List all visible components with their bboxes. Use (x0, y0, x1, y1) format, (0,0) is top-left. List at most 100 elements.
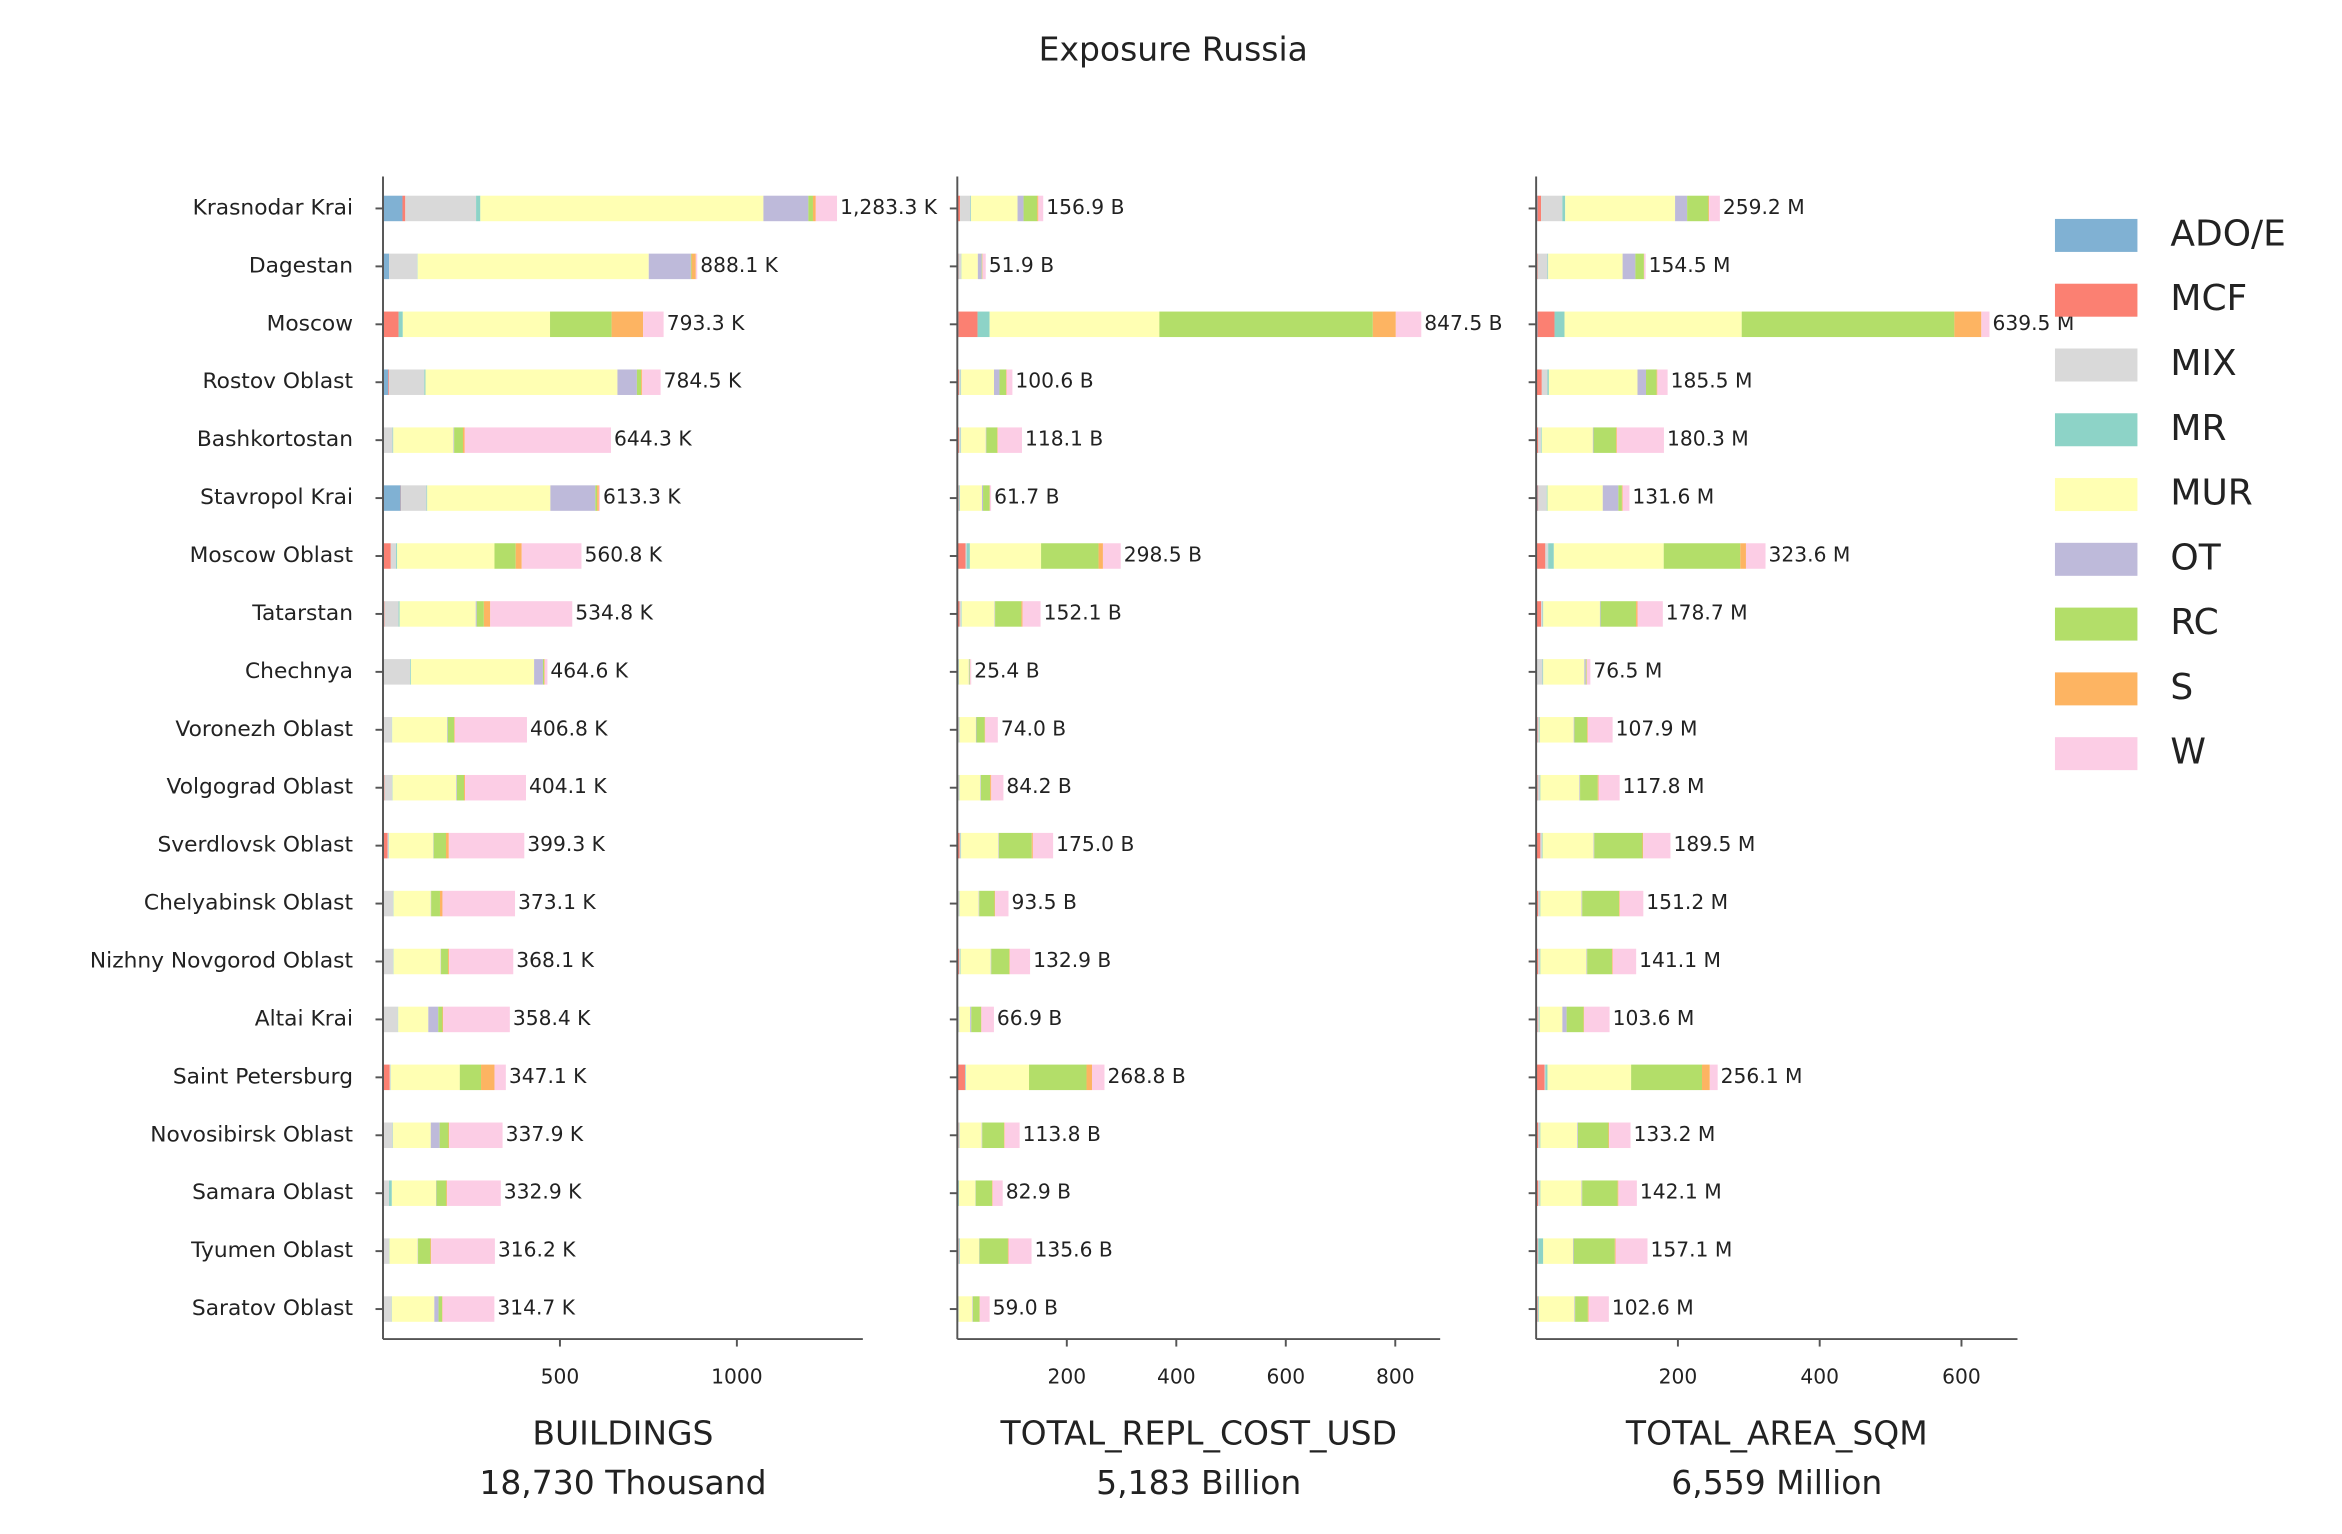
total-label: 347.1 K (509, 1064, 587, 1088)
bar-segment (1702, 1064, 1710, 1091)
bar-segment (1582, 1180, 1618, 1206)
total-label: 113.8 B (1023, 1122, 1101, 1146)
bar-segment (453, 427, 455, 453)
bar-segment (476, 195, 481, 222)
bar-segment (1573, 717, 1575, 743)
bar-segment (1582, 890, 1620, 917)
legend-label: RC (2170, 602, 2218, 643)
bar-segment (398, 1006, 429, 1033)
bar-segment (1741, 311, 1955, 338)
bar-segment (1536, 659, 1543, 685)
bar-segment (1006, 369, 1007, 395)
bar-segment (1548, 369, 1638, 395)
bar-segment (1656, 369, 1658, 395)
bar-segment (992, 1180, 993, 1206)
bar-segment (1572, 1238, 1574, 1264)
total-label: 316.2 K (498, 1238, 576, 1262)
bar-segment (383, 427, 393, 453)
bar-segment (1584, 659, 1586, 685)
bar-segment (383, 601, 385, 627)
bar-segment (393, 890, 431, 917)
bar-segment (994, 601, 996, 627)
bar-segment (1004, 1122, 1005, 1149)
legend-label: ADO/E (2170, 213, 2285, 254)
bar-segment (969, 659, 970, 685)
bar-segment (812, 195, 816, 222)
bar-segment (1709, 195, 1720, 222)
total-label: 66.9 B (997, 1006, 1062, 1030)
bar-segment (611, 311, 644, 338)
bar-segment (483, 601, 491, 627)
bar-segment (1536, 890, 1539, 917)
category-label: Chelyabinsk Oblast (144, 891, 353, 916)
total-label: 156.9 B (1046, 195, 1124, 219)
bar-segment (1636, 601, 1638, 627)
legend-swatch (2054, 607, 2138, 641)
bar-segment (1637, 369, 1647, 395)
bar-segment (975, 717, 977, 743)
bar-segment (1536, 832, 1541, 859)
bar-segment (1037, 195, 1039, 222)
bar-segment (985, 717, 998, 743)
bar-segment (969, 543, 1042, 569)
bar-segment (1622, 485, 1630, 511)
bar-segment (383, 1180, 390, 1206)
bar-segment (1023, 195, 1038, 222)
total-label: 175.0 B (1056, 832, 1134, 856)
bar-segment (1562, 195, 1566, 222)
total-label: 152.1 B (1044, 600, 1122, 624)
bar-segment (998, 832, 1032, 859)
bar-segment (383, 659, 411, 685)
bar-segment (448, 948, 450, 975)
bar-segment (1545, 543, 1549, 569)
bar-segment (1663, 543, 1741, 569)
category-label: Tyumen Oblast (190, 1238, 353, 1263)
bar-segment (972, 1296, 973, 1322)
bar-segment (1536, 369, 1542, 395)
bar-segment (390, 543, 397, 569)
bar-segment (983, 485, 990, 511)
bar-segment (1618, 1180, 1637, 1206)
total-label: 59.0 B (993, 1296, 1058, 1320)
bar-segment (433, 832, 446, 859)
bar-segment (1540, 1180, 1582, 1206)
bar-segment (1573, 1238, 1615, 1264)
bar-segment (392, 1122, 431, 1149)
bar-segment (958, 1122, 960, 1149)
total-label: 332.9 K (504, 1180, 582, 1204)
bar-segment (1537, 311, 1555, 338)
bar-segment (449, 1122, 503, 1149)
bar-segment (984, 717, 986, 743)
bar-segment (977, 311, 990, 338)
total-label: 888.1 K (700, 253, 778, 277)
total-label: 82.9 B (1006, 1180, 1071, 1204)
bar-segment (1537, 485, 1539, 511)
bar-segment (383, 369, 389, 395)
x-tick-label: 800 (1376, 1365, 1415, 1389)
bar-segment (1021, 601, 1023, 627)
bar-segment (595, 485, 598, 511)
bar-segment (1597, 774, 1599, 801)
bar-segment (960, 195, 971, 222)
bar-segment (1740, 543, 1746, 569)
legend-label: MUR (2170, 473, 2252, 514)
total-label: 784.5 K (664, 369, 742, 393)
bar-segment (424, 369, 426, 395)
category-label: Dagestan (249, 253, 353, 278)
bar-segment (1538, 1238, 1544, 1264)
legend-label: MR (2170, 408, 2226, 449)
total-label: 107.9 M (1616, 716, 1698, 740)
bar-segment (384, 601, 399, 627)
bar-segment (390, 1064, 460, 1091)
bar-segment (1644, 253, 1646, 280)
bar-segment (1577, 1122, 1578, 1149)
bar-segment (1622, 253, 1636, 280)
bar-segment (691, 253, 696, 280)
bar-segment (1543, 1238, 1573, 1264)
total-label: 406.8 K (530, 716, 608, 740)
bar-segment (1395, 311, 1422, 338)
bar-segment (990, 774, 992, 801)
bar-segment (1616, 427, 1664, 453)
x-axis-label: BUILDINGS (532, 1414, 713, 1453)
bar-segment (1539, 890, 1541, 917)
